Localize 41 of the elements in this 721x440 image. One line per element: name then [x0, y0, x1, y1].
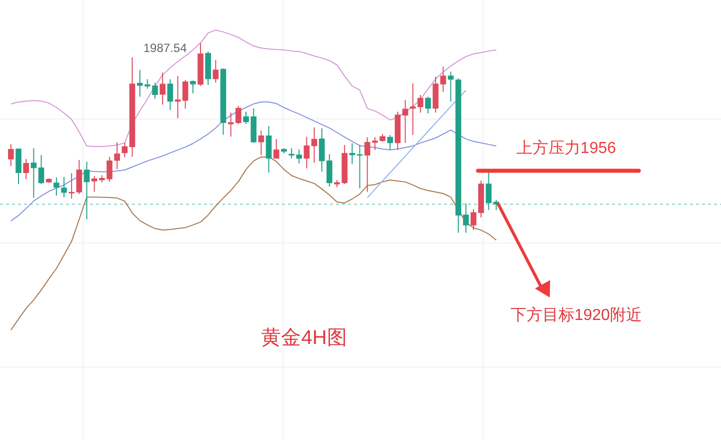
candlestick [311, 126, 318, 164]
candlestick [463, 202, 469, 234]
candlestick [418, 94, 424, 114]
candlestick [266, 126, 272, 174]
candlestick [23, 158, 29, 180]
candlestick [182, 80, 188, 110]
annotation: 1987.54 [143, 41, 188, 55]
candlestick [38, 154, 44, 185]
candlestick [190, 80, 196, 94]
candlestick [30, 148, 37, 198]
candlestick [114, 142, 120, 170]
candlestick [440, 66, 446, 92]
candlestick [304, 136, 310, 169]
candlestick [61, 176, 67, 198]
candlestick [326, 154, 332, 188]
text: 黄金4H图 [261, 327, 347, 349]
candlestick [122, 142, 128, 158]
candlestick [68, 172, 74, 200]
candlestick [387, 134, 393, 150]
candlestick [84, 161, 90, 220]
candlestick [236, 105, 242, 124]
candlestick [273, 138, 280, 159]
candlestick [486, 172, 492, 210]
candlestick [91, 176, 98, 192]
candlestick [167, 78, 174, 110]
candlestick [425, 96, 431, 114]
candlestick [448, 71, 454, 102]
candlestick [8, 144, 14, 167]
text: 下方目标1920附近 [510, 306, 642, 324]
candlestick [318, 128, 325, 172]
candlestick [349, 142, 356, 164]
candlestick [174, 76, 181, 119]
candlestick [402, 99, 408, 144]
candlestick [160, 72, 166, 106]
candlestick [16, 148, 22, 185]
candlestick [258, 130, 264, 156]
candlestick [76, 159, 82, 195]
candlestick [364, 136, 370, 192]
candlestick [212, 59, 219, 84]
candlestick [54, 176, 60, 196]
ref-line-label: 上方压力1956 [516, 138, 616, 157]
